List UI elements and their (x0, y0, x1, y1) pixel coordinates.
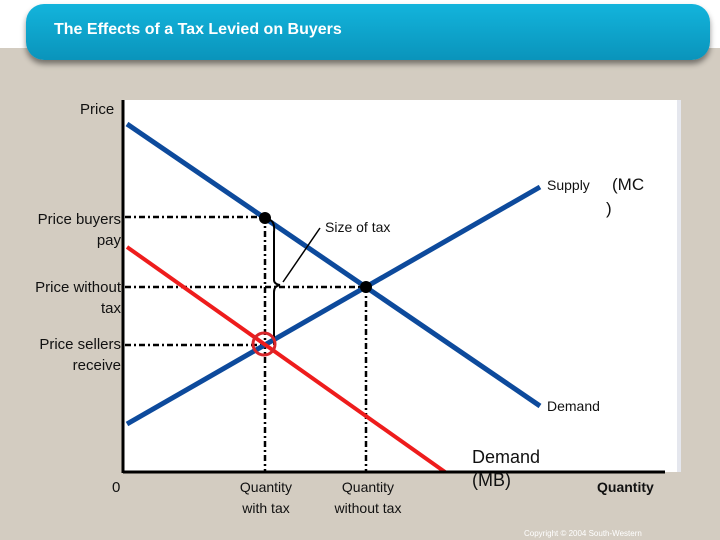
demand-mb-line (125, 245, 447, 474)
point-sellers-highlight (251, 331, 277, 357)
label-price-buyers-pay: Price buyers pay (37, 211, 121, 249)
annotation-pointer (282, 227, 321, 283)
point-buyers (259, 212, 271, 224)
slide-title: The Effects of a Tax Levied on Buyers (54, 21, 342, 38)
copyright: Copyright © 2004 South-Western (524, 529, 642, 538)
demand-line (125, 121, 542, 409)
label-price-without-tax: Price without tax (35, 279, 121, 317)
annotation-size-of-tax: Size of tax (325, 219, 391, 235)
tax-brace (269, 219, 281, 345)
mc-label-close: ) (606, 199, 612, 218)
label-price-sellers-receive: Price sellers receive (39, 336, 121, 374)
point-equilibrium (360, 281, 372, 293)
mc-label-open: (MC (612, 175, 645, 194)
x-axis-label: Quantity (597, 479, 654, 495)
demand-mb-label-2: (MB) (472, 470, 511, 490)
y-axis-label: Price (80, 101, 115, 118)
demand-label: Demand (547, 398, 600, 414)
supply-label: Supply (547, 177, 590, 193)
origin-label: 0 (112, 479, 121, 496)
supply-line (125, 184, 542, 427)
label-quantity-with-tax: Quantity with tax (239, 479, 293, 516)
title-banner: The Effects of a Tax Levied on Buyers (26, 4, 710, 60)
label-quantity-without-tax: Quantity without tax (334, 479, 402, 516)
demand-mb-label-1: Demand (472, 447, 541, 467)
